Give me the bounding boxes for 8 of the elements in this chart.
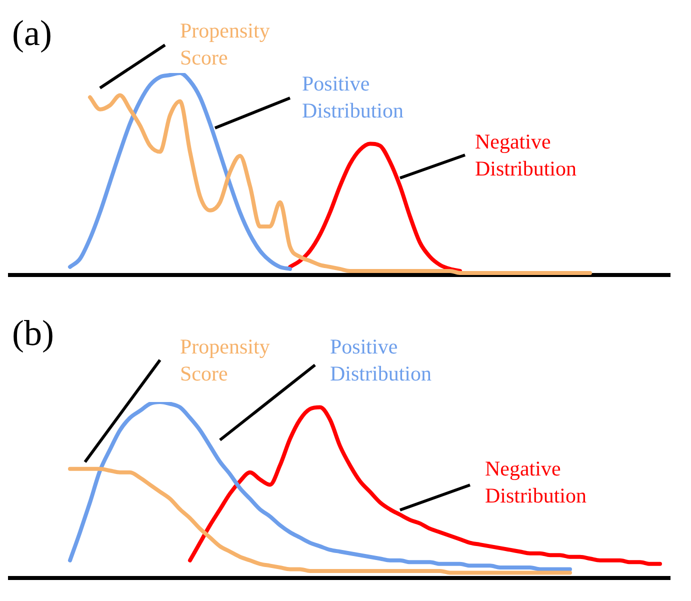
text: Positive Distribution [330, 334, 432, 386]
series-label: Negative Distribution [485, 456, 588, 508]
text: Negative Distribution [475, 130, 578, 181]
chart-title: (a) [12, 13, 52, 53]
text: Positive Distribution [302, 72, 404, 123]
series-label: Propensity Score [180, 18, 270, 70]
chart-title: (b) [12, 313, 54, 353]
text: Propensity Score [180, 334, 270, 386]
